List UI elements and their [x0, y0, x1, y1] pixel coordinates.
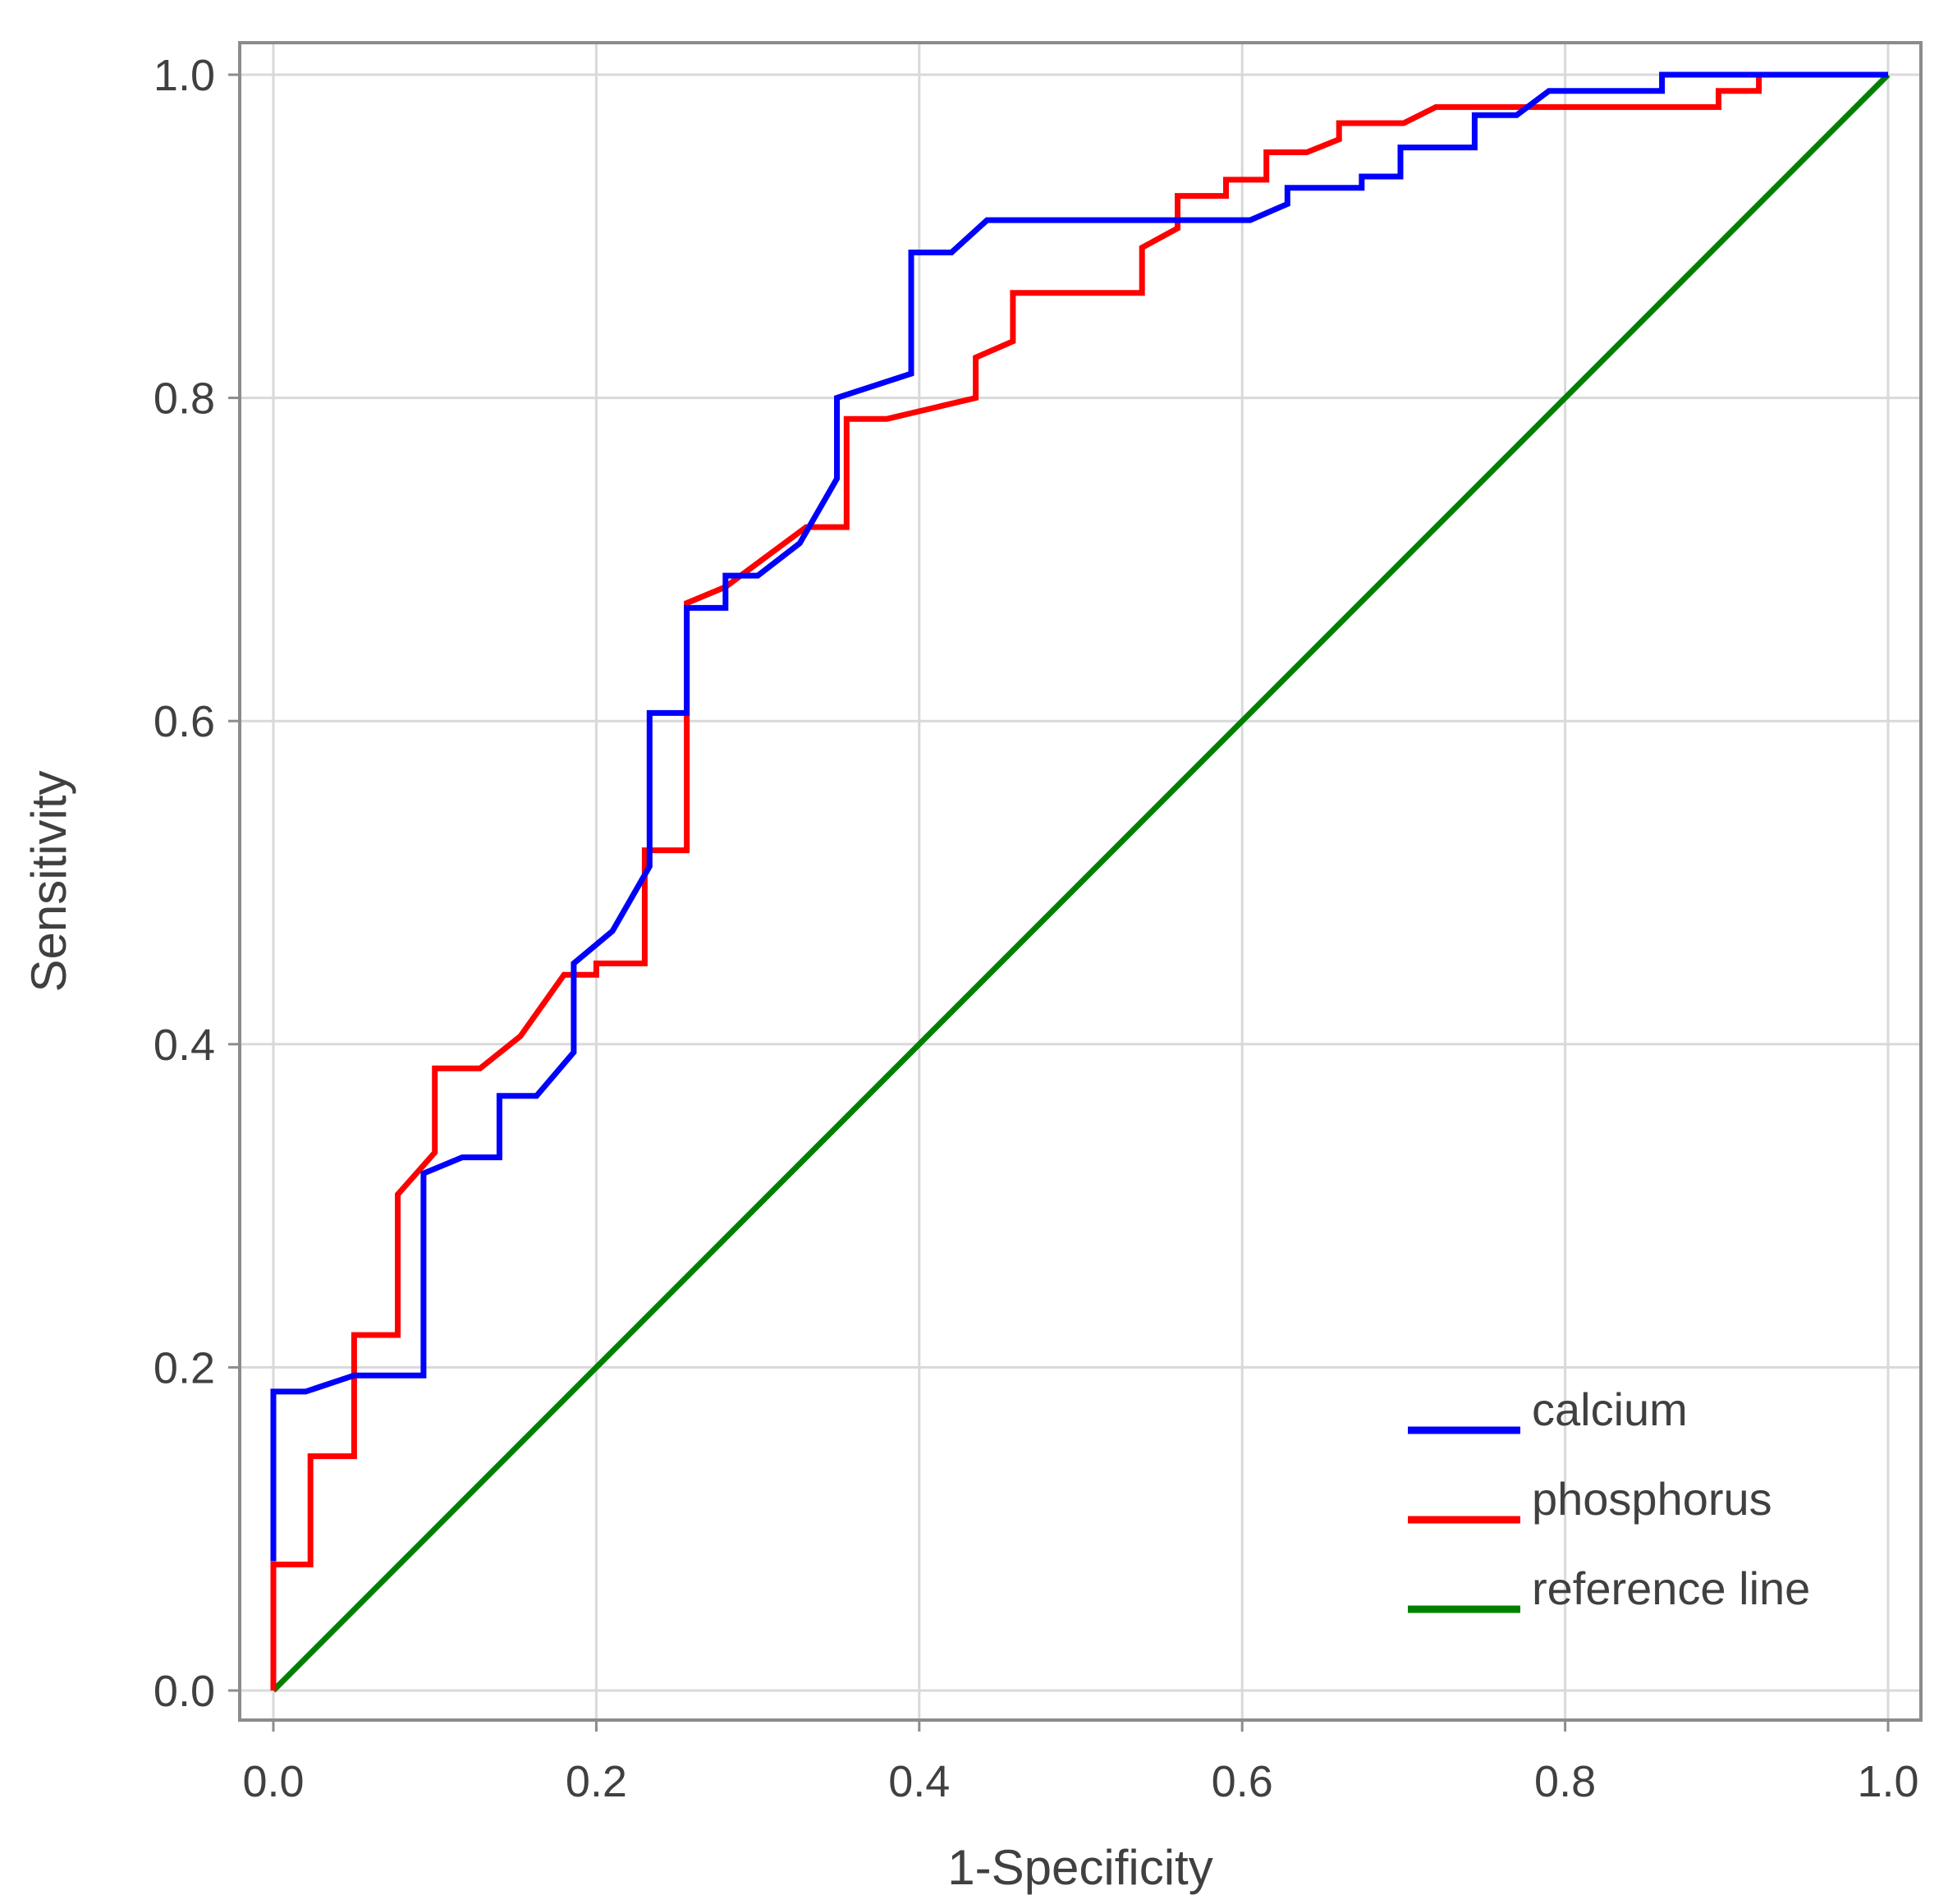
x-tick-label: 0.2 — [566, 1757, 627, 1806]
y-tick-label: 0.8 — [154, 374, 215, 424]
reference-line-series-line — [271, 72, 1891, 1693]
calcium-series-line — [270, 71, 1888, 1562]
y-tick-label: 0.4 — [154, 1021, 215, 1070]
legend-label-reference-line: reference line — [1532, 1562, 1810, 1614]
y-tick-label: 0.0 — [154, 1667, 215, 1716]
y-tick-label: 1.0 — [154, 51, 215, 100]
x-tick-label: 0.8 — [1534, 1757, 1596, 1806]
y-tick-label: 0.6 — [154, 697, 215, 746]
plot-area-frame — [238, 41, 1923, 1722]
y-axis-title: Sensitivity — [21, 770, 76, 992]
axis-ticks: 0.0 0.2 0.4 0.6 0.8 1.0 0.0 0.2 0.4 0.6 0.8 1.0 — [154, 51, 1919, 1806]
legend: calcium phosphorus reference line — [1408, 1383, 1810, 1614]
legend-label-phosphorus: phosphorus — [1532, 1473, 1772, 1525]
x-tick-label: 1.0 — [1857, 1757, 1918, 1806]
x-tick-label: 0.4 — [888, 1757, 950, 1806]
series-lines — [270, 71, 1891, 1693]
x-tick-label: 0.6 — [1212, 1757, 1273, 1806]
legend-label-calcium: calcium — [1532, 1383, 1688, 1435]
x-axis-title: 1-Specificity — [947, 1840, 1212, 1895]
y-tick-label: 0.2 — [154, 1343, 215, 1392]
grid — [240, 43, 1921, 1720]
x-tick-label: 0.0 — [242, 1757, 304, 1806]
phosphorus-series-line — [270, 71, 1888, 1691]
